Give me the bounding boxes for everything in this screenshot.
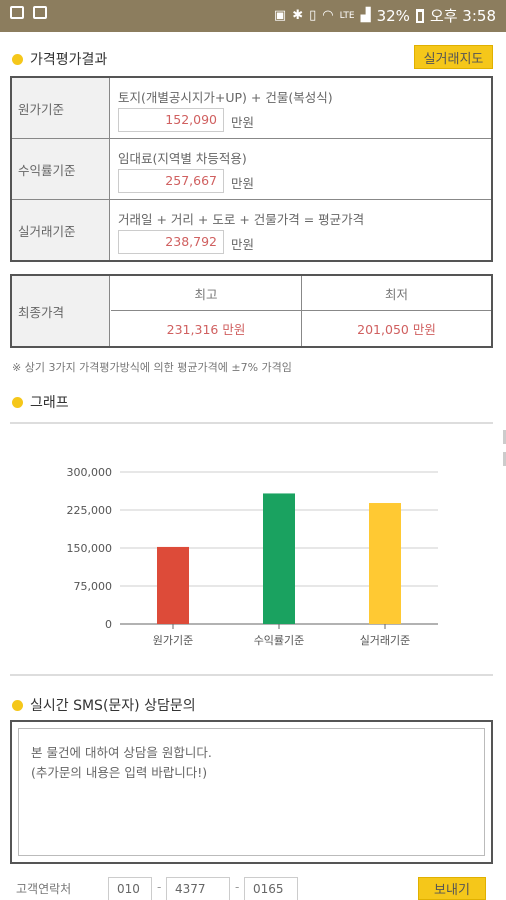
eval-row-trade: 실거래기준 거래일 + 거리 + 도로 + 건물가격 = 평균가격 238,79…: [12, 200, 491, 260]
sms-panel: 본 물건에 대하여 상담을 원합니다. (추가문의 내용은 입력 바랍니다!): [10, 720, 493, 864]
phone-part3-input[interactable]: 0165: [244, 877, 298, 900]
y-tick-label: 300,000: [67, 466, 113, 479]
phone-dash: -: [235, 880, 240, 894]
status-bar: ▣ ✱ ▯ ◠ LTE ▟ 32% 오후 3:58: [0, 0, 506, 32]
vibrate-icon: ▯: [309, 8, 317, 23]
notification-gallery-icon: [33, 6, 47, 19]
sms-title-text: 실시간 SMS(문자) 상담문의: [30, 698, 196, 714]
eval-row-label: 실거래기준: [12, 200, 110, 260]
price-note: ※ 상기 3가지 가격평가방식에 의한 평균가격에 ±7% 가격임: [12, 361, 292, 374]
battery-icon: [415, 8, 424, 23]
sms-message-line: 본 물건에 대하여 상담을 원합니다.: [31, 745, 212, 760]
sms-message-textarea[interactable]: 본 물건에 대하여 상담을 원합니다. (추가문의 내용은 입력 바랍니다!): [18, 728, 485, 856]
eval-row-desc: 토지(개별공시지가+UP) + 건물(복성식): [118, 90, 333, 105]
final-high-value: 231,316 만원: [111, 311, 302, 346]
bar-1: [157, 546, 189, 624]
eval-row-cost: 원가기준 토지(개별공시지가+UP) + 건물(복성식) 152,090 만원: [12, 78, 491, 139]
lock-icon: ▣: [273, 8, 287, 23]
clock: 오후 3:58: [429, 7, 496, 25]
phone-dash: -: [157, 880, 162, 894]
network-label: LTE: [339, 10, 355, 21]
eval-value-field: 152,090: [118, 108, 224, 132]
bar-2: [263, 493, 295, 624]
final-low-label: 최저: [302, 276, 491, 311]
eval-row-yield: 수익률기준 임대료(지역별 차등적용) 257,667 만원: [12, 139, 491, 200]
x-tick-label: 원가기준: [153, 634, 193, 647]
contact-label: 고객연락처: [16, 882, 72, 896]
battery-percent: 32%: [376, 6, 410, 25]
phone-part2-input[interactable]: 4377: [166, 877, 230, 900]
send-button[interactable]: 보내기: [418, 877, 486, 900]
graph-panel: 0 75,000 150,000 225,000 300,000 원가기준 수익률기준 실거래…: [10, 422, 493, 676]
eval-section-title: 가격평가결과: [12, 49, 107, 69]
eval-table: 원가기준 토지(개별공시지가+UP) + 건물(복성식) 152,090 만원 …: [10, 76, 493, 262]
eval-title-text: 가격평가결과: [30, 52, 108, 68]
contact-row: 고객연락처 010 - 4377 - 0165 보내기: [10, 874, 493, 900]
y-tick-label: 0: [105, 618, 112, 631]
x-tick-label: 실거래기준: [360, 634, 411, 647]
eval-unit: 만원: [231, 115, 255, 130]
real-trade-map-button[interactable]: 실거래지도: [414, 45, 493, 69]
bullet-dot-icon: [12, 53, 23, 65]
bullet-dot-icon: [12, 699, 23, 711]
eval-row-label: 원가기준: [12, 78, 110, 138]
y-tick-label: 150,000: [67, 542, 113, 555]
y-tick-label: 225,000: [67, 504, 113, 517]
eval-value-field: 238,792: [118, 230, 224, 254]
scroll-indicator: [503, 452, 506, 466]
final-price-label: 최종가격: [12, 276, 110, 346]
eval-value-field: 257,667: [118, 169, 224, 193]
eval-unit: 만원: [231, 237, 255, 252]
graph-title-text: 그래프: [30, 395, 69, 411]
notification-image-icon: [10, 6, 24, 19]
signal-icon: ▟: [360, 8, 371, 23]
eval-row-label: 수익률기준: [12, 139, 110, 199]
bar-3: [369, 503, 401, 624]
eval-unit: 만원: [231, 176, 255, 191]
sms-message-line: (추가문의 내용은 입력 바랍니다!): [31, 765, 208, 780]
sms-section-title: 실시간 SMS(문자) 상담문의: [12, 695, 196, 715]
final-low-value: 201,050 만원: [357, 322, 436, 337]
bar-chart: 0 75,000 150,000 225,000 300,000 원가기준 수익률기준 실거래…: [67, 466, 438, 647]
scroll-indicator: [503, 430, 506, 444]
phone-part1-input[interactable]: 010: [108, 877, 152, 900]
eval-row-desc: 임대료(지역별 차등적용): [118, 151, 247, 166]
eval-row-desc: 거래일 + 거리 + 도로 + 건물가격 = 평균가격: [118, 212, 365, 227]
bluetooth-icon: ✱: [292, 8, 304, 23]
wifi-icon: ◠: [322, 8, 334, 23]
x-tick-label: 수익률기준: [254, 634, 305, 647]
final-high-label: 최고: [111, 276, 302, 311]
final-price-table: 최종가격 최고 최저 231,316 만원 201,050 만원: [10, 274, 493, 348]
bullet-dot-icon: [12, 396, 23, 408]
y-tick-label: 75,000: [74, 580, 113, 593]
graph-section-title: 그래프: [12, 392, 69, 412]
